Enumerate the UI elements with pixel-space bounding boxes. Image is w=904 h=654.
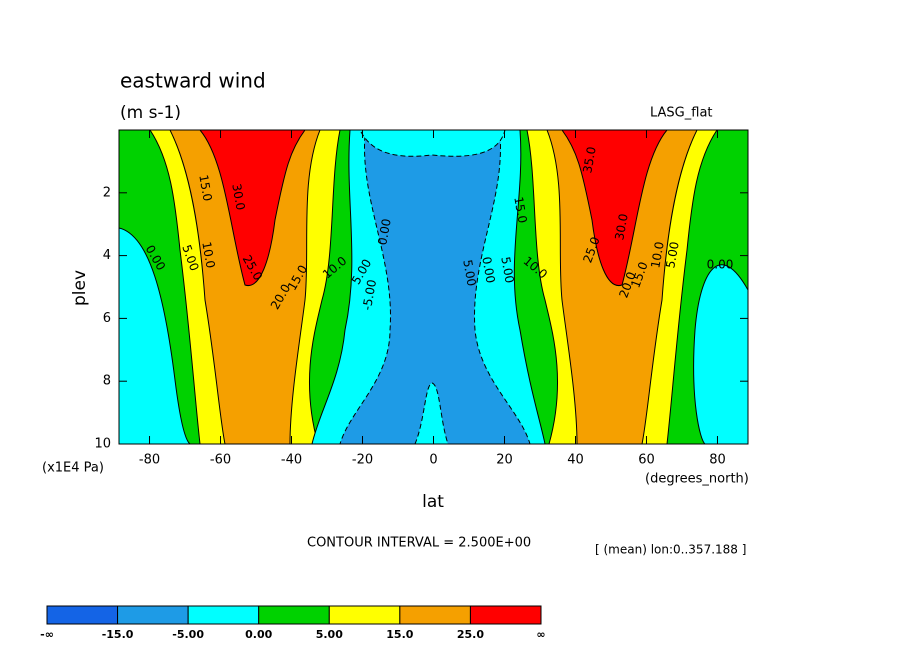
colorbar-label: 5.00 (316, 628, 343, 641)
x-tick-label: -80 (139, 453, 160, 468)
contour-label: 5.00 (460, 259, 478, 288)
colorbar-swatch (258, 605, 330, 625)
colorbar-label: -15.0 (102, 628, 134, 641)
colorbar-label: 0.00 (245, 628, 272, 641)
colorbar-label: 15.0 (386, 628, 413, 641)
contour-label: -5.00 (360, 278, 379, 311)
colorbar-swatch (328, 605, 401, 625)
colorbar-label: ∞ (536, 628, 545, 641)
contour-label: 5.00 (498, 256, 516, 285)
x-tick-label: -20 (352, 453, 373, 468)
contour-label: 0.00 (707, 258, 734, 272)
y-tick-label: 2 (103, 185, 111, 200)
x-tick-label: 60 (638, 453, 655, 468)
contour-label: 15.0 (511, 196, 529, 225)
fill-region (359, 130, 506, 157)
x-tick-label: 40 (567, 453, 584, 468)
colorbar-swatch (187, 605, 260, 625)
colorbar-label: -5.00 (172, 628, 204, 641)
x-axis-label: lat (422, 492, 444, 512)
fill-region (339, 134, 531, 444)
y-tick-label: 4 (103, 248, 111, 263)
contour-label: 0.00 (479, 256, 497, 285)
mean-note: [ (mean) lon:0..357.188 ] (595, 543, 746, 557)
contour-label: 35.0 (580, 146, 598, 175)
colorbar-swatch (469, 605, 542, 625)
colorbar-swatch (117, 605, 189, 625)
x-tick-label: 20 (496, 453, 513, 468)
x-tick-label: 80 (709, 453, 726, 468)
fill-region (414, 382, 449, 444)
y-tick-label: 10 (94, 437, 111, 452)
contour-label: 0.00 (375, 218, 393, 247)
contour-label: 15.0 (196, 174, 214, 203)
contour-label: 30.0 (229, 183, 247, 212)
contour-label: 5.00 (663, 241, 681, 270)
dataset-label: LASG_flat (650, 106, 713, 121)
colorbar-swatch (46, 605, 119, 625)
y-tick-label: 6 (103, 311, 111, 326)
x-tick-label: -60 (210, 453, 231, 468)
x-units: (degrees_north) (645, 472, 749, 487)
chart-subtitle: (m s-1) (120, 103, 181, 123)
chart-title: eastward wind (120, 69, 266, 93)
fill-region (119, 227, 191, 444)
y-units: (x1E4 Pa) (42, 461, 104, 476)
colorbar-swatch (399, 605, 471, 625)
y-tick-label: 8 (103, 374, 111, 389)
colorbar-label: 25.0 (457, 628, 484, 641)
y-axis-label: plev (70, 270, 90, 306)
contour-label: 10.0 (199, 241, 217, 270)
colorbar-label: -∞ (40, 628, 54, 641)
x-tick-label: 0 (429, 453, 437, 468)
contour-interval: CONTOUR INTERVAL = 2.500E+00 (307, 536, 531, 551)
x-tick-label: -40 (281, 453, 302, 468)
contour-label: 10.0 (648, 241, 666, 270)
contour-label: 30.0 (612, 213, 630, 242)
fill-region (693, 264, 748, 444)
contour-field (119, 130, 748, 444)
